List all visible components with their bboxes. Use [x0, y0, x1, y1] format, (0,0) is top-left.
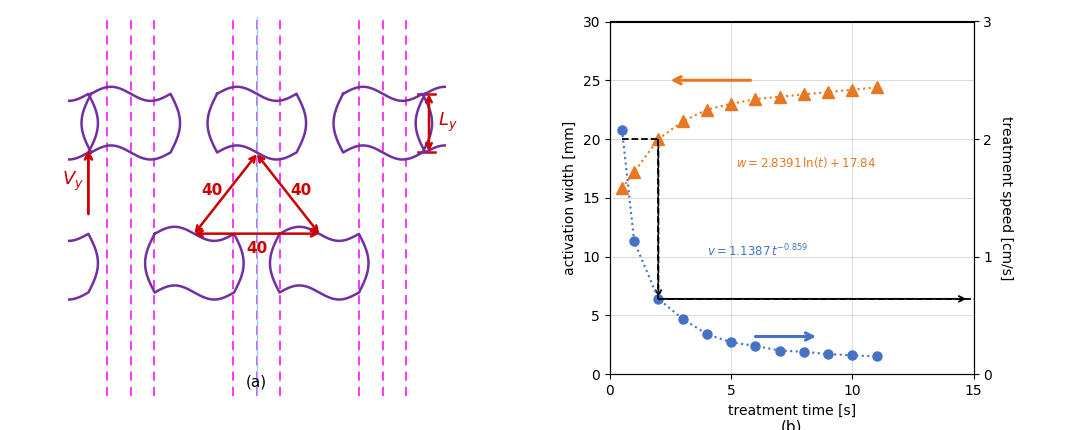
Text: (b): (b): [781, 420, 802, 430]
Text: 40: 40: [246, 241, 268, 256]
Text: $V_y$: $V_y$: [62, 170, 83, 194]
Text: (a): (a): [246, 375, 268, 390]
Text: 40: 40: [202, 183, 223, 198]
Text: 40: 40: [291, 183, 311, 198]
Text: $L_y$: $L_y$: [439, 111, 458, 134]
X-axis label: treatment time [s]: treatment time [s]: [728, 403, 856, 418]
Y-axis label: treatment speed [cm/s]: treatment speed [cm/s]: [999, 116, 1013, 280]
Y-axis label: activation width [mm]: activation width [mm]: [563, 121, 577, 275]
Text: $w = 2.8391\,\ln(t) + 17.84$: $w = 2.8391\,\ln(t) + 17.84$: [736, 155, 876, 170]
Text: $v = 1.1387\,t^{-0.859}$: $v = 1.1387\,t^{-0.859}$: [707, 243, 808, 259]
